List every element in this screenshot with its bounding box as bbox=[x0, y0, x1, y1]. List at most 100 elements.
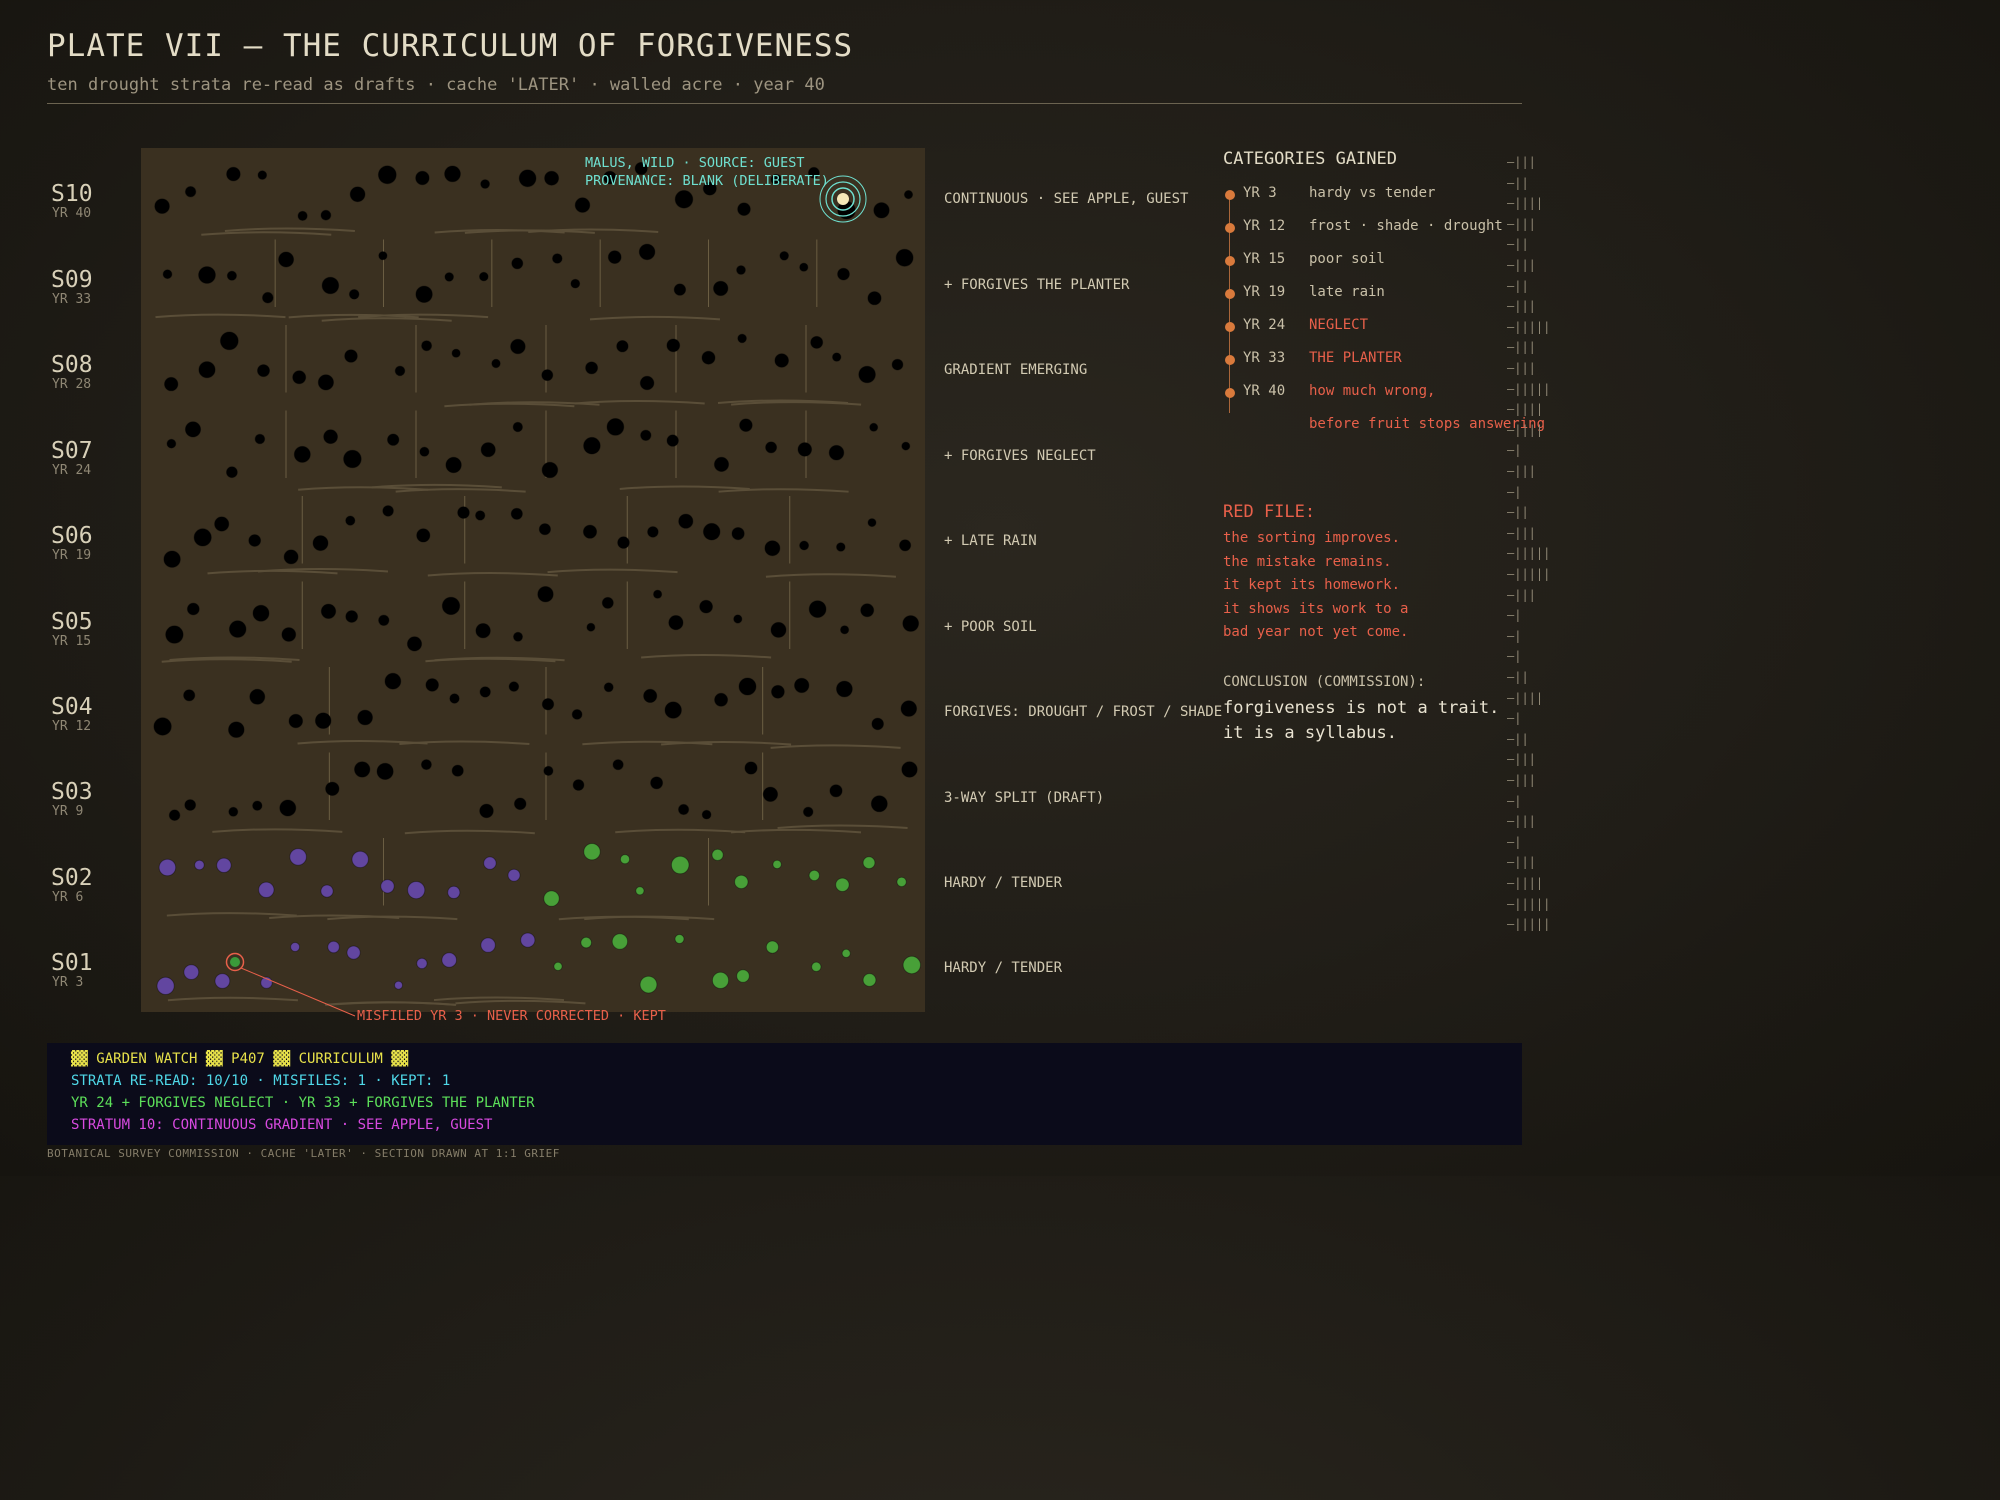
seed bbox=[512, 421, 523, 433]
seed bbox=[808, 600, 827, 618]
stratum-year-s06: YR 19 bbox=[52, 548, 92, 563]
red-file-line: bad year not yet come. bbox=[1223, 624, 1409, 640]
seed bbox=[770, 173, 782, 186]
seed bbox=[441, 952, 458, 968]
stratum-year-s01: YR 3 bbox=[52, 975, 84, 990]
seed bbox=[184, 421, 202, 438]
seed bbox=[674, 934, 685, 944]
seed bbox=[643, 688, 658, 704]
red-file-heading: RED FILE: bbox=[1223, 502, 1316, 522]
seed bbox=[419, 446, 430, 457]
seed bbox=[702, 522, 721, 541]
category-year: YR 24 bbox=[1243, 317, 1286, 333]
seed bbox=[357, 709, 374, 726]
category-text: hardy vs tender bbox=[1309, 185, 1436, 201]
apple-ring-inner bbox=[831, 187, 855, 211]
seed bbox=[508, 681, 520, 692]
seed bbox=[799, 540, 810, 551]
seed bbox=[699, 599, 713, 614]
seed bbox=[734, 874, 749, 890]
tally-mark: –||| bbox=[1507, 258, 1536, 272]
tally-mark: –||| bbox=[1507, 216, 1536, 231]
seed bbox=[572, 779, 585, 791]
seed bbox=[811, 961, 822, 972]
seed bbox=[441, 596, 461, 616]
seed bbox=[639, 975, 658, 994]
seed bbox=[574, 197, 591, 213]
soil-line bbox=[718, 488, 849, 493]
seed bbox=[570, 278, 581, 289]
category-year: YR 33 bbox=[1243, 350, 1286, 366]
seed bbox=[714, 692, 729, 707]
seed bbox=[840, 625, 850, 635]
seed bbox=[601, 596, 614, 609]
seed bbox=[543, 765, 554, 777]
stratum-note-s08: GRADIENT EMERGING bbox=[944, 362, 1088, 378]
stratum-year-s08: YR 28 bbox=[52, 377, 92, 392]
soil-line bbox=[224, 227, 355, 232]
footer-credit: BOTANICAL SURVEY COMMISSION · CACHE 'LAT… bbox=[47, 1147, 560, 1160]
soil-line bbox=[641, 654, 772, 659]
seed bbox=[764, 540, 781, 557]
timeline-dot bbox=[1225, 190, 1235, 200]
tally-mark: –||| bbox=[1507, 340, 1536, 355]
seed bbox=[612, 759, 624, 771]
seed bbox=[797, 442, 813, 457]
seed bbox=[701, 350, 716, 365]
terminal-line-status: STRATA RE-READ: 10/10 · MISFILES: 1 · KE… bbox=[71, 1073, 451, 1089]
seed bbox=[382, 505, 394, 517]
soil-line bbox=[547, 568, 678, 574]
tally-mark: –||||| bbox=[1507, 319, 1551, 334]
seed bbox=[168, 809, 181, 822]
seed bbox=[475, 510, 486, 521]
seed bbox=[701, 809, 712, 820]
seed bbox=[891, 358, 904, 371]
soil-line bbox=[167, 996, 298, 1002]
seed bbox=[162, 269, 173, 280]
seed-field bbox=[153, 161, 921, 1006]
seed bbox=[479, 803, 494, 819]
seed bbox=[321, 276, 340, 295]
stratum-year-s03: YR 9 bbox=[52, 804, 84, 819]
seed bbox=[184, 186, 197, 198]
seed bbox=[320, 209, 332, 221]
seed bbox=[810, 335, 824, 349]
seed bbox=[538, 523, 552, 536]
stratum-year-s02: YR 6 bbox=[52, 890, 84, 905]
tally-mark: –||| bbox=[1507, 752, 1536, 767]
tally-mark: –|| bbox=[1507, 278, 1529, 293]
seed bbox=[902, 955, 921, 975]
category-text: poor soil bbox=[1309, 251, 1385, 267]
stratum-id-s06: S06 bbox=[51, 523, 93, 549]
seed bbox=[153, 717, 172, 736]
soil-line bbox=[444, 402, 575, 408]
tally-mark: –||||| bbox=[1507, 381, 1551, 396]
seed bbox=[394, 365, 406, 377]
seed bbox=[583, 436, 601, 455]
seed bbox=[416, 528, 431, 543]
tally-mark: –|| bbox=[1507, 237, 1529, 252]
soil-line bbox=[326, 1001, 457, 1006]
soil-line bbox=[433, 996, 565, 1002]
seed bbox=[744, 761, 758, 775]
seed bbox=[582, 524, 598, 539]
soil-line bbox=[717, 399, 849, 404]
soil-line bbox=[615, 828, 746, 834]
seed bbox=[156, 976, 175, 996]
tally-mark: –|| bbox=[1507, 731, 1529, 746]
seed bbox=[739, 418, 753, 433]
seed bbox=[711, 971, 730, 990]
seed bbox=[607, 250, 622, 265]
seed bbox=[711, 848, 724, 862]
seed bbox=[571, 709, 583, 720]
seed bbox=[871, 717, 885, 731]
stratum-year-s04: YR 12 bbox=[52, 719, 92, 734]
seed bbox=[779, 251, 790, 261]
seed bbox=[808, 166, 820, 179]
seed bbox=[491, 358, 501, 369]
soil-line bbox=[399, 740, 530, 745]
tally-mark: –|| bbox=[1507, 175, 1529, 190]
soil-line bbox=[321, 317, 452, 322]
seed bbox=[640, 429, 652, 441]
seed bbox=[158, 858, 177, 877]
